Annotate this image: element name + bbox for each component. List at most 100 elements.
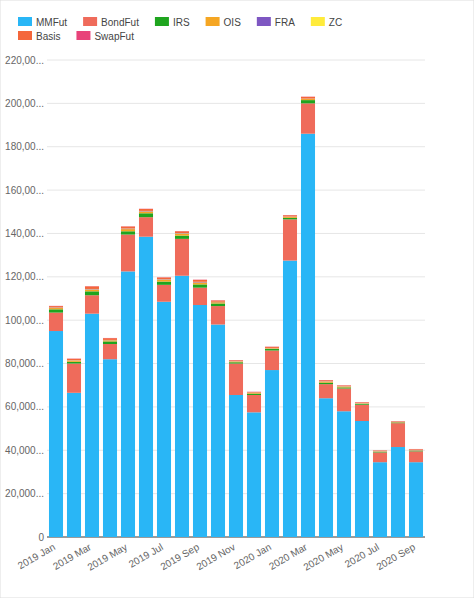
legend-swatch xyxy=(18,17,32,26)
y-tick-label: 40,000... xyxy=(5,445,44,456)
bar-segment xyxy=(229,361,243,362)
bar-segment xyxy=(85,286,99,287)
bar-segment xyxy=(373,452,387,462)
bar-segment xyxy=(319,381,333,382)
bar-segment xyxy=(229,361,243,363)
bar-segment xyxy=(103,340,117,341)
bar-segment xyxy=(283,216,297,218)
x-tick-label: 2019 Nov xyxy=(194,541,237,572)
bar-segment xyxy=(211,303,225,306)
legend-swatch xyxy=(76,31,90,40)
bar-segment xyxy=(247,394,261,395)
y-tick-label: 20,000... xyxy=(5,488,44,499)
bar-segment xyxy=(337,386,351,388)
y-tick-label: 180,00... xyxy=(5,141,44,152)
bar-segment xyxy=(49,308,63,309)
bar-segment xyxy=(319,383,333,385)
bar-segment xyxy=(265,347,279,348)
bar-segment xyxy=(265,347,279,348)
bar-segment xyxy=(373,462,387,537)
legend-swatch xyxy=(18,31,32,40)
bar-segment xyxy=(247,412,261,537)
bar-segment xyxy=(175,236,189,239)
bar-segment xyxy=(229,361,243,362)
bar-segment xyxy=(409,450,423,451)
bar-segment xyxy=(49,309,63,312)
legend-label: IRS xyxy=(173,17,190,28)
bar-segment xyxy=(247,391,261,393)
bar-segment xyxy=(67,358,81,359)
bar-segment xyxy=(157,302,171,537)
bar-segment xyxy=(247,395,261,412)
bar-segment xyxy=(409,451,423,462)
bar-segment xyxy=(337,388,351,411)
y-tick-label: 100,00... xyxy=(5,315,44,326)
bar-segment xyxy=(49,313,63,331)
legend-swatch xyxy=(257,17,271,26)
bar-segment xyxy=(139,213,153,217)
y-tick-label: 220,00... xyxy=(5,55,44,66)
bar-segment xyxy=(103,338,117,340)
legend-label: Basis xyxy=(36,31,60,42)
bar-segment xyxy=(49,307,63,308)
bar-segment xyxy=(211,306,225,324)
bar-segment xyxy=(49,306,63,307)
bar-segment xyxy=(301,99,315,100)
bar-segment xyxy=(247,392,261,393)
bar-segment xyxy=(409,462,423,537)
bar-segment xyxy=(391,421,405,422)
bar-segment xyxy=(337,385,351,386)
bar-segment xyxy=(319,398,333,537)
legend-item: Basis xyxy=(18,31,60,42)
bar-segment xyxy=(247,392,261,393)
bar-segment xyxy=(355,403,369,405)
bar-segment xyxy=(283,215,297,216)
bar-segment xyxy=(391,421,405,422)
bar-segment xyxy=(121,235,135,272)
bar-segment xyxy=(157,280,171,282)
bar-segment xyxy=(301,100,315,103)
bar-segment xyxy=(265,348,279,350)
bar-segment xyxy=(409,449,423,451)
y-tick-label: 200,00... xyxy=(5,98,44,109)
x-tick-label: 2019 May xyxy=(85,541,129,572)
grid-line xyxy=(47,276,425,277)
bar-segment xyxy=(373,451,387,452)
bar-segment xyxy=(139,217,153,237)
x-tick-label: 2019 Sep xyxy=(158,541,201,572)
bar-segment xyxy=(157,277,171,279)
bar-segment xyxy=(229,360,243,361)
legend-swatch xyxy=(311,17,325,26)
bar-segment xyxy=(85,290,99,292)
bar-segment xyxy=(283,216,297,217)
y-tick-label: 80,000... xyxy=(5,358,44,369)
bar-segment xyxy=(373,450,387,451)
grid-line xyxy=(47,146,425,147)
bar-segment xyxy=(211,300,225,301)
bar-segment xyxy=(121,227,135,229)
grid-line xyxy=(47,103,425,104)
bar-segment xyxy=(337,387,351,388)
bar-segment xyxy=(229,360,243,362)
bar-segment xyxy=(103,344,117,359)
bar-segment xyxy=(355,405,369,421)
bar-segment xyxy=(139,212,153,214)
bar-segment xyxy=(319,381,333,383)
bar-segment xyxy=(193,305,207,537)
grid-line xyxy=(47,60,425,61)
bar-segment xyxy=(319,381,333,382)
bar-segment xyxy=(121,226,135,227)
x-tick-label: 2020 Sep xyxy=(374,541,417,572)
bar-segment xyxy=(301,96,315,97)
background xyxy=(0,0,474,598)
bar-segment xyxy=(211,302,225,303)
bar-segment xyxy=(211,300,225,301)
bar-segment xyxy=(355,403,369,404)
bar-segment xyxy=(301,134,315,537)
bar-segment xyxy=(391,447,405,537)
bars xyxy=(49,97,423,537)
bar-segment xyxy=(319,384,333,398)
legend-item: BondFut xyxy=(83,17,139,28)
legend-swatch xyxy=(83,17,97,26)
bar-segment xyxy=(229,364,243,395)
